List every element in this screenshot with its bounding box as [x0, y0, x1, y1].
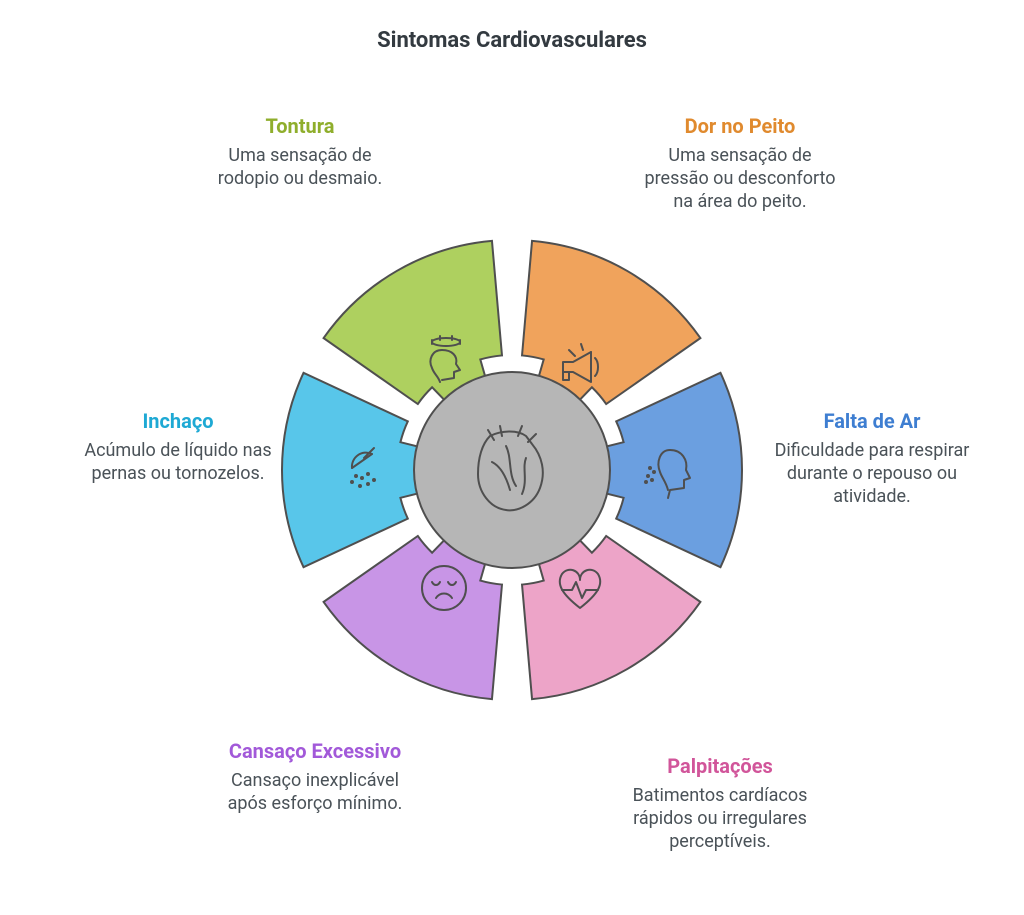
segment-falta_de_ar: [590, 373, 742, 567]
body-palpitacoes: Batimentos cardíacos rápidos ou irregula…: [620, 784, 820, 853]
center-circle: [414, 372, 610, 568]
page-title: Sintomas Cardiovasculares: [0, 0, 1024, 53]
heading-cansaco: Cansaço Excessivo: [215, 740, 415, 763]
heading-dor-no-peito: Dor no Peito: [640, 115, 840, 138]
body-cansaco: Cansaço inexplicável após esforço mínimo…: [215, 769, 415, 815]
radial-wheel: [262, 220, 762, 720]
segment-inchaco: [282, 373, 434, 567]
heading-inchaco: Inchaço: [78, 410, 278, 433]
label-tontura: Tontura Uma sensação de rodopio ou desma…: [200, 115, 400, 190]
heading-palpitacoes: Palpitações: [620, 755, 820, 778]
label-falta-de-ar: Falta de Ar Dificuldade para respirar du…: [772, 410, 972, 508]
body-falta-de-ar: Dificuldade para respirar durante o repo…: [772, 439, 972, 508]
label-cansaco: Cansaço Excessivo Cansaço inexplicável a…: [215, 740, 415, 815]
diagram-stage: Tontura Uma sensação de rodopio ou desma…: [0, 60, 1024, 915]
heading-falta-de-ar: Falta de Ar: [772, 410, 972, 433]
label-inchaco: Inchaço Acúmulo de líquido nas pernas ou…: [78, 410, 278, 485]
body-tontura: Uma sensação de rodopio ou desmaio.: [200, 144, 400, 190]
label-palpitacoes: Palpitações Batimentos cardíacos rápidos…: [620, 755, 820, 853]
heading-tontura: Tontura: [200, 115, 400, 138]
body-inchaco: Acúmulo de líquido nas pernas ou tornoze…: [78, 439, 278, 485]
body-dor-no-peito: Uma sensação de pressão ou desconforto n…: [640, 144, 840, 213]
label-dor-no-peito: Dor no Peito Uma sensação de pressão ou …: [640, 115, 840, 213]
